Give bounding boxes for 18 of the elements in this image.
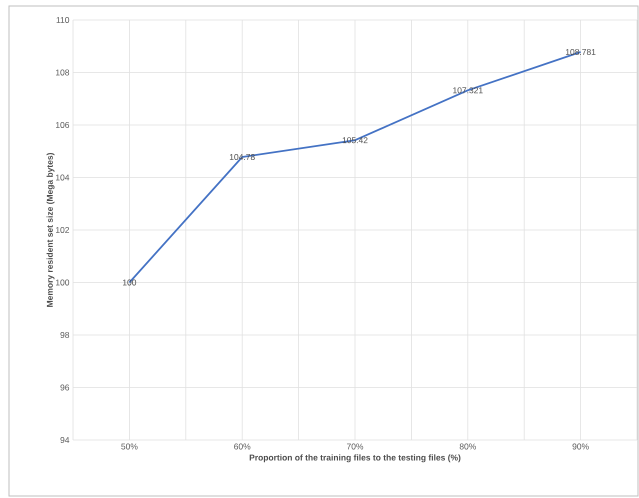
x-tick-label: 80% bbox=[460, 444, 476, 450]
y-tick-label: 98 bbox=[60, 332, 70, 338]
data-label: 100 bbox=[122, 279, 136, 286]
y-tick-label: 100 bbox=[56, 279, 70, 286]
y-tick-label: 94 bbox=[60, 436, 70, 443]
y-tick-label: 110 bbox=[56, 16, 70, 23]
y-axis-title: Memory resident set size (Mega bytes) bbox=[46, 153, 55, 307]
y-tick-label: 96 bbox=[60, 384, 70, 390]
y-tick-label: 108 bbox=[56, 69, 70, 76]
x-tick-label: 90% bbox=[572, 444, 589, 450]
x-axis-title: Proportion of the training files to the testing files (%) bbox=[250, 454, 460, 462]
data-label: 108.781 bbox=[566, 48, 596, 55]
x-tick-label: 70% bbox=[346, 444, 364, 450]
y-tick-label: 104 bbox=[56, 174, 70, 180]
x-tick-label: 60% bbox=[234, 444, 250, 450]
x-tick-label: 50% bbox=[121, 444, 138, 450]
y-tick-label: 106 bbox=[56, 122, 70, 128]
y-tick-label: 102 bbox=[56, 226, 70, 233]
